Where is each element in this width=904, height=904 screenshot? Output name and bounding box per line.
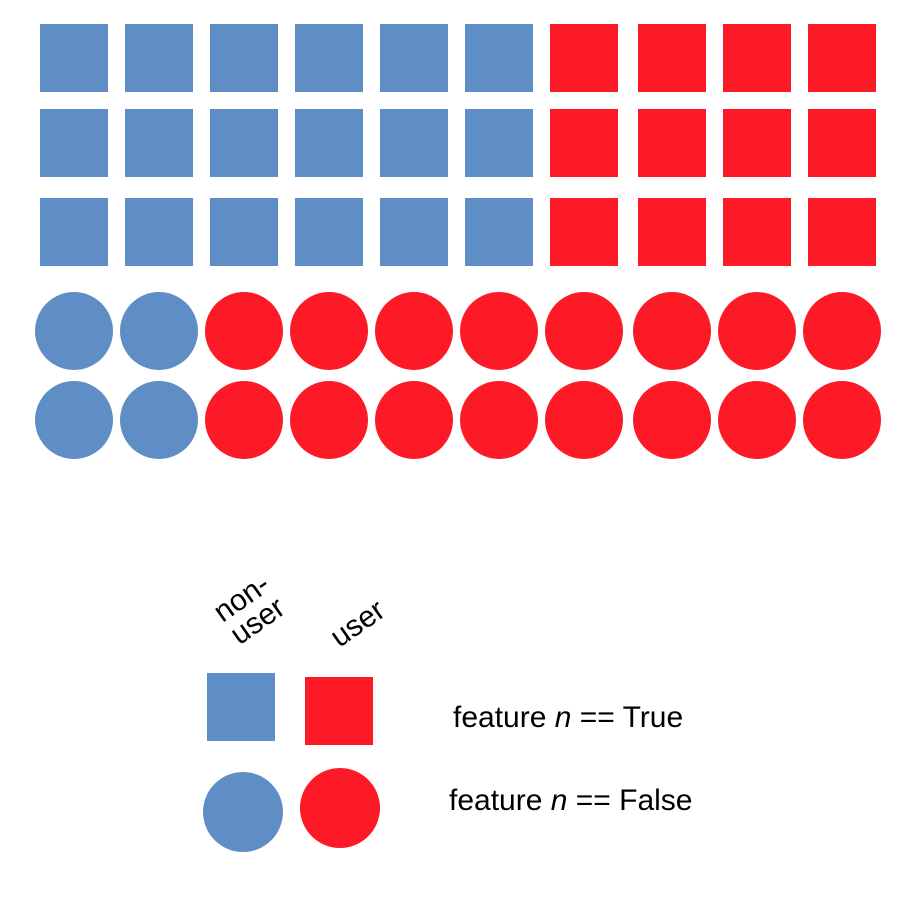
- user-circle: [545, 381, 623, 459]
- non-user-square: [380, 24, 448, 92]
- non-user-square: [380, 109, 448, 177]
- user-circle: [290, 381, 368, 459]
- legend-swatches: [203, 673, 380, 852]
- non-user-square: [465, 109, 533, 177]
- user-square: [808, 198, 876, 266]
- user-circle: [205, 292, 283, 370]
- legend-false-prefix: feature: [449, 784, 551, 817]
- non-user-square: [125, 24, 193, 92]
- legend-non-user-circle: [203, 772, 283, 852]
- user-square: [723, 198, 791, 266]
- legend-true-text: feature n == True: [453, 703, 683, 733]
- non-user-square: [40, 24, 108, 92]
- non-user-circle: [120, 381, 198, 459]
- legend-user-square: [305, 677, 373, 745]
- user-square: [808, 24, 876, 92]
- user-square: [638, 198, 706, 266]
- legend-true-variable: n: [554, 701, 572, 734]
- user-square: [550, 24, 618, 92]
- user-circle: [718, 381, 796, 459]
- user-circle: [803, 292, 881, 370]
- user-square: [550, 198, 618, 266]
- non-user-square: [465, 198, 533, 266]
- user-circle: [803, 381, 881, 459]
- user-square: [723, 109, 791, 177]
- non-user-square: [295, 109, 363, 177]
- user-square: [550, 109, 618, 177]
- non-user-square: [40, 109, 108, 177]
- non-user-circle: [120, 292, 198, 370]
- user-circle: [205, 381, 283, 459]
- legend-false-suffix: == False: [567, 784, 693, 817]
- legend-true-suffix: == True: [571, 701, 684, 734]
- user-square: [638, 109, 706, 177]
- circle-rows: [35, 292, 881, 459]
- non-user-square: [465, 24, 533, 92]
- legend-user-circle: [300, 768, 380, 848]
- legend-true-prefix: feature: [453, 701, 555, 734]
- non-user-square: [295, 24, 363, 92]
- non-user-square: [125, 109, 193, 177]
- non-user-square: [40, 198, 108, 266]
- user-square: [638, 24, 706, 92]
- user-circle: [718, 292, 796, 370]
- user-circle: [545, 292, 623, 370]
- non-user-circle: [35, 381, 113, 459]
- non-user-circle: [35, 292, 113, 370]
- user-circle: [290, 292, 368, 370]
- legend-false-variable: n: [550, 784, 568, 817]
- non-user-square: [210, 24, 278, 92]
- user-circle: [375, 292, 453, 370]
- legend-non-user-square: [207, 673, 275, 741]
- non-user-square: [295, 198, 363, 266]
- user-square: [808, 109, 876, 177]
- user-circle: [375, 381, 453, 459]
- non-user-square: [210, 198, 278, 266]
- legend-false-text: feature n == False: [449, 786, 693, 816]
- user-circle: [633, 381, 711, 459]
- user-square: [723, 24, 791, 92]
- user-circle: [633, 292, 711, 370]
- user-circle: [460, 292, 538, 370]
- non-user-square: [125, 198, 193, 266]
- non-user-square: [380, 198, 448, 266]
- user-circle: [460, 381, 538, 459]
- square-rows: [40, 24, 876, 266]
- non-user-square: [210, 109, 278, 177]
